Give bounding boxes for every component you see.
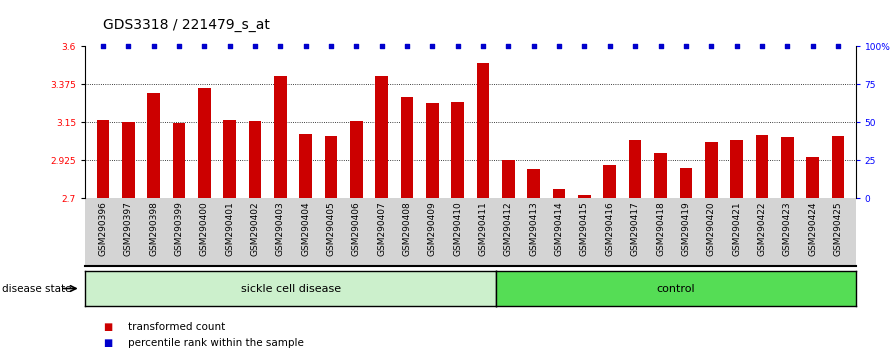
Bar bbox=[528, 170, 540, 198]
Point bbox=[96, 43, 110, 49]
Text: ■: ■ bbox=[103, 338, 112, 348]
Bar bbox=[553, 189, 565, 198]
Bar bbox=[654, 153, 667, 198]
Bar bbox=[730, 140, 743, 198]
Bar bbox=[97, 120, 109, 198]
Point bbox=[628, 43, 642, 49]
Point bbox=[806, 43, 820, 49]
Bar bbox=[350, 121, 363, 198]
Bar bbox=[173, 123, 185, 198]
Bar bbox=[401, 97, 413, 198]
Point bbox=[501, 43, 515, 49]
Point bbox=[426, 43, 440, 49]
Point bbox=[323, 43, 338, 49]
Text: percentile rank within the sample: percentile rank within the sample bbox=[128, 338, 304, 348]
Point bbox=[780, 43, 795, 49]
Bar bbox=[299, 134, 312, 198]
Bar bbox=[629, 140, 642, 198]
Point bbox=[349, 43, 364, 49]
Bar bbox=[122, 122, 134, 198]
Bar bbox=[705, 142, 718, 198]
Bar bbox=[679, 168, 693, 198]
Point bbox=[552, 43, 566, 49]
Text: disease state: disease state bbox=[2, 284, 72, 293]
Point bbox=[729, 43, 744, 49]
Point bbox=[146, 43, 160, 49]
Point bbox=[527, 43, 541, 49]
Text: transformed count: transformed count bbox=[128, 322, 226, 332]
Bar bbox=[426, 103, 439, 198]
Point bbox=[603, 43, 617, 49]
Bar bbox=[781, 137, 794, 198]
Bar bbox=[477, 63, 489, 198]
Point bbox=[678, 43, 693, 49]
Bar bbox=[755, 135, 768, 198]
Point bbox=[451, 43, 465, 49]
Point bbox=[400, 43, 414, 49]
Bar bbox=[198, 88, 211, 198]
Text: GDS3318 / 221479_s_at: GDS3318 / 221479_s_at bbox=[103, 18, 270, 32]
Bar bbox=[223, 120, 236, 198]
Point bbox=[476, 43, 490, 49]
Text: sickle cell disease: sickle cell disease bbox=[240, 284, 340, 293]
Bar bbox=[248, 121, 262, 198]
Point bbox=[172, 43, 186, 49]
Bar bbox=[502, 160, 515, 198]
Bar bbox=[147, 92, 159, 198]
Text: control: control bbox=[657, 284, 695, 293]
Bar bbox=[831, 136, 844, 198]
Bar bbox=[375, 76, 388, 198]
Point bbox=[273, 43, 288, 49]
Point bbox=[248, 43, 263, 49]
Point bbox=[375, 43, 389, 49]
Point bbox=[121, 43, 135, 49]
Point bbox=[197, 43, 211, 49]
Bar bbox=[578, 195, 590, 198]
Bar bbox=[604, 165, 616, 198]
Bar bbox=[324, 136, 337, 198]
Point bbox=[577, 43, 591, 49]
Point bbox=[831, 43, 845, 49]
Bar bbox=[452, 102, 464, 198]
Point bbox=[704, 43, 719, 49]
Point bbox=[298, 43, 313, 49]
Bar bbox=[806, 157, 819, 198]
Bar bbox=[274, 76, 287, 198]
Point bbox=[653, 43, 668, 49]
Point bbox=[222, 43, 237, 49]
Point bbox=[754, 43, 769, 49]
Text: ■: ■ bbox=[103, 322, 112, 332]
